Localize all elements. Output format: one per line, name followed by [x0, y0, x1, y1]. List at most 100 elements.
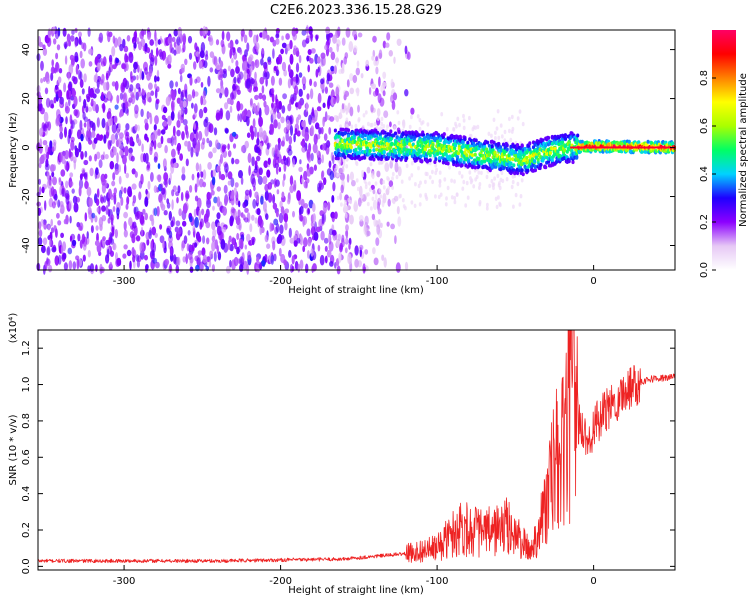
noise-speckle	[180, 91, 184, 102]
noise-speckle	[88, 155, 92, 162]
noise-speckle	[119, 111, 122, 118]
noise-speckle	[216, 212, 221, 220]
noise-speckle	[241, 110, 247, 122]
noise-speckle	[54, 193, 58, 201]
noise-speckle	[275, 210, 279, 218]
colorbar-tick-label: 0.6	[699, 118, 710, 134]
faint-speckle	[373, 121, 377, 127]
noise-speckle	[359, 185, 363, 197]
faint-speckle	[448, 165, 451, 170]
noise-speckle	[328, 241, 334, 252]
faint-speckle	[428, 161, 432, 166]
signal-cell	[401, 132, 405, 137]
noise-speckle	[194, 183, 198, 193]
noise-speckle	[209, 51, 215, 58]
faint-speckle	[518, 109, 522, 114]
noise-speckle	[232, 143, 237, 149]
noise-speckle	[123, 221, 127, 231]
snr-x-ticks: -300 -200 -100 0	[113, 565, 597, 587]
noise-speckle	[356, 60, 360, 67]
noise-speckle	[87, 27, 91, 37]
noise-speckle	[55, 52, 59, 60]
faint-speckle	[378, 160, 381, 166]
noise-speckle	[363, 266, 366, 272]
noise-speckle	[144, 254, 148, 261]
faint-speckle	[387, 186, 391, 191]
noise-speckle	[140, 108, 144, 118]
noise-speckle	[111, 122, 117, 134]
noise-speckle	[197, 235, 202, 243]
faint-speckle	[421, 120, 425, 125]
snr-panel: -300 -200 -100 0 0.0 0.2 0.4 0.6 0.8 1.0 1.2 Heig…	[8, 313, 676, 596]
noise-speckle	[227, 191, 232, 197]
signal-cell	[473, 152, 477, 157]
noise-speckle	[284, 221, 288, 231]
noise-speckle	[375, 237, 380, 247]
signal-cell	[372, 148, 376, 153]
noise-speckle	[194, 216, 199, 228]
noise-speckle	[158, 193, 163, 203]
noise-speckle	[114, 169, 119, 175]
signal-cell	[542, 156, 546, 161]
noise-speckle	[176, 256, 181, 266]
noise-speckle	[102, 56, 107, 67]
signal-cell	[372, 157, 376, 162]
noise-speckle	[63, 262, 68, 271]
signal-cell	[393, 131, 398, 136]
noise-speckle	[328, 228, 334, 236]
noise-speckle	[51, 201, 56, 209]
noise-speckle	[249, 65, 254, 73]
noise-speckle	[372, 189, 376, 195]
signal-cell	[477, 164, 481, 169]
noise-speckle	[72, 195, 78, 205]
faint-speckle	[497, 183, 501, 188]
noise-speckle	[64, 105, 70, 114]
noise-speckle	[203, 60, 208, 69]
faint-speckle	[456, 116, 460, 122]
faint-speckle	[382, 185, 386, 190]
noise-speckle	[118, 164, 121, 173]
signal-cell	[520, 143, 524, 148]
noise-speckle	[243, 34, 248, 44]
noise-speckle	[154, 232, 158, 238]
noise-speckle	[221, 30, 225, 41]
noise-speckle	[341, 103, 345, 111]
noise-speckle	[202, 90, 206, 100]
faint-speckle	[508, 128, 511, 134]
noise-speckle	[168, 54, 172, 62]
faint-speckle	[477, 170, 481, 175]
noise-speckle	[118, 123, 121, 130]
noise-speckle	[55, 228, 58, 238]
noise-speckle	[154, 83, 157, 90]
faint-speckle	[516, 181, 520, 187]
noise-speckle	[375, 191, 378, 201]
faint-speckle	[383, 193, 387, 199]
noise-speckle	[337, 233, 341, 242]
noise-speckle	[288, 227, 292, 238]
signal-cell	[525, 155, 529, 160]
noise-speckle	[329, 116, 335, 122]
noise-speckle	[334, 211, 338, 220]
noise-speckle	[375, 66, 379, 75]
signal-cell	[487, 152, 491, 157]
noise-speckle	[275, 38, 280, 45]
noise-speckle	[177, 87, 181, 95]
noise-speckle	[60, 232, 64, 238]
noise-speckle	[115, 57, 120, 64]
noise-speckle	[227, 180, 231, 186]
snr-x-axis-label: Height of straight line (km)	[288, 585, 424, 596]
noise-speckle	[378, 76, 381, 88]
noise-speckle	[71, 29, 75, 35]
noise-speckle	[230, 68, 235, 78]
faint-speckle	[342, 109, 345, 114]
noise-speckle	[240, 176, 244, 185]
signal-cell	[382, 154, 386, 159]
noise-speckle	[187, 94, 193, 102]
spectrogram-y-tick-label: 0	[21, 144, 32, 150]
noise-speckle	[389, 121, 392, 128]
snr-y-tick-label: 0.2	[21, 522, 32, 538]
noise-speckle	[156, 76, 160, 82]
noise-speckle	[197, 54, 201, 62]
noise-speckle	[96, 151, 101, 160]
noise-speckle	[357, 32, 363, 38]
